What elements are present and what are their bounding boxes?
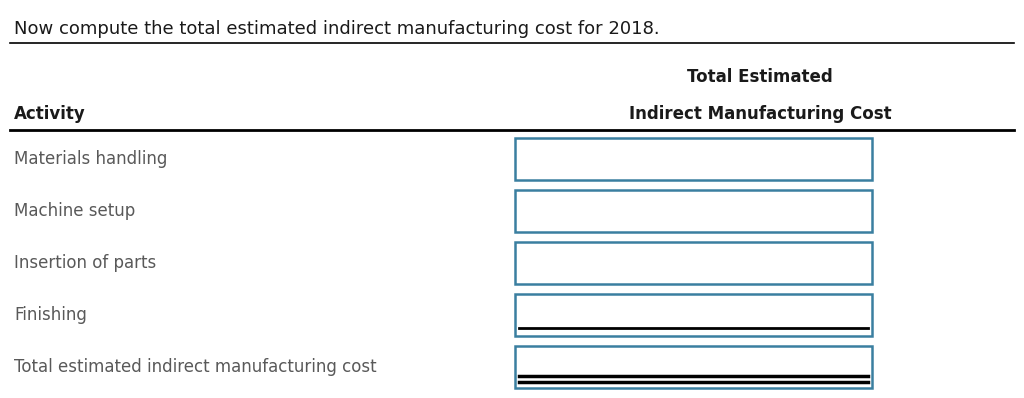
Text: Materials handling: Materials handling — [14, 150, 167, 168]
Text: Activity: Activity — [14, 105, 86, 123]
Text: Now compute the total estimated indirect manufacturing cost for 2018.: Now compute the total estimated indirect… — [14, 20, 659, 38]
Bar — [515, 346, 872, 388]
Text: Total estimated indirect manufacturing cost: Total estimated indirect manufacturing c… — [14, 358, 377, 376]
Bar — [515, 138, 872, 180]
Bar — [515, 190, 872, 232]
Text: Indirect Manufacturing Cost: Indirect Manufacturing Cost — [629, 105, 891, 123]
Bar — [515, 294, 872, 336]
Bar — [515, 242, 872, 284]
Text: Total Estimated: Total Estimated — [687, 68, 833, 86]
Text: Finishing: Finishing — [14, 306, 87, 324]
Text: Insertion of parts: Insertion of parts — [14, 254, 157, 272]
Text: Machine setup: Machine setup — [14, 202, 135, 220]
